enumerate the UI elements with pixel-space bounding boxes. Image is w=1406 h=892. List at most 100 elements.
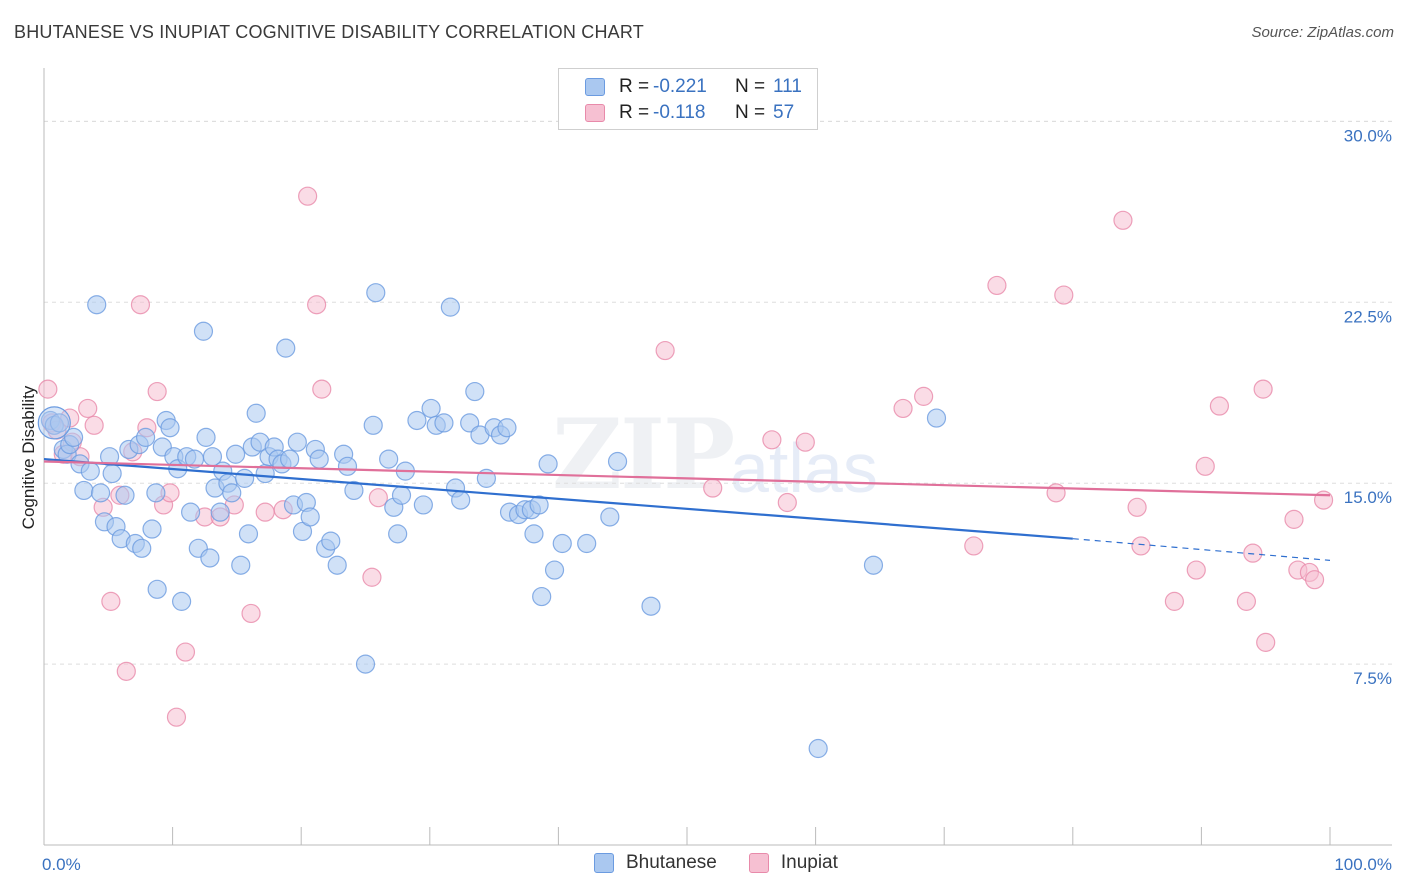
inupiat-point <box>1195 456 1215 476</box>
inupiat-point <box>38 379 58 399</box>
inupiat-point <box>1256 632 1276 652</box>
bhutanese-point <box>391 485 412 505</box>
inupiat-point <box>362 567 382 587</box>
bhutanese-point <box>538 454 558 474</box>
bhutanese-point <box>388 524 408 544</box>
legend-swatch-pink <box>585 104 605 122</box>
bhutanese-point <box>246 403 266 423</box>
inupiat-point <box>1113 210 1133 230</box>
inupiat-point <box>1253 379 1273 399</box>
series-legend-item-inupiat[interactable]: Inupiat <box>748 852 838 874</box>
inupiat-point <box>1186 560 1206 580</box>
legend-r-value: -0.221 <box>653 76 707 97</box>
bhutanese-point <box>142 519 162 539</box>
legend-row-bhutanese: R = -0.221 N = 111 <box>585 75 847 99</box>
bhutanese-point <box>363 415 383 435</box>
bhutanese-point <box>337 456 358 476</box>
inupiat-point <box>130 295 151 315</box>
inupiat-point <box>116 661 136 681</box>
legend-n-label: N = <box>735 76 766 97</box>
bhutanese-point <box>465 381 485 402</box>
bhutanese-point <box>607 451 628 472</box>
legend-swatch-blue <box>585 78 605 96</box>
correlation-legend: R = -0.221 N = 111 R = -0.118 N = 57 <box>558 68 818 130</box>
legend-n-label: N = <box>735 102 766 123</box>
bhutanese-point <box>552 533 572 554</box>
inupiat-point <box>1313 490 1334 510</box>
bhutanese-point <box>147 579 167 599</box>
series-swatch-pink <box>748 853 769 873</box>
inupiat-point <box>84 415 104 435</box>
bhutanese-point <box>87 295 107 315</box>
inupiat-point <box>655 340 675 361</box>
inupiat-point <box>914 386 934 406</box>
bhutanese-point <box>115 485 135 505</box>
bhutanese-point <box>524 524 544 544</box>
bhutanese-point <box>226 444 246 464</box>
bhutanese-point <box>863 555 884 575</box>
bhutanese-point <box>434 413 454 433</box>
bhutanese-point <box>287 432 307 452</box>
x-tick-label: 0.0% <box>42 855 81 874</box>
inupiat-point <box>312 379 332 399</box>
inupiat-point <box>255 502 275 522</box>
bhutanese-trend-line <box>43 457 1073 540</box>
bhutanese-point <box>366 283 386 303</box>
inupiat-point <box>368 488 388 508</box>
bhutanese-point <box>421 398 441 419</box>
bhutanese-point <box>600 507 620 527</box>
bhutanese-point <box>196 427 216 447</box>
bhutanese-point <box>413 495 433 515</box>
legend-row-inupiat: R = -0.118 N = 57 <box>585 101 847 125</box>
inupiat-point <box>795 432 815 452</box>
series-legend: Bhutanese Inupiat <box>594 852 870 874</box>
inupiat-point <box>298 186 318 206</box>
bhutanese-point <box>37 406 71 440</box>
inupiat-point <box>1164 591 1184 611</box>
inupiat-point <box>1131 536 1151 556</box>
inupiat-point <box>777 492 797 513</box>
bhutanese-point <box>80 461 100 481</box>
y-tick-label: 22.5% <box>1344 307 1392 326</box>
bhutanese-point <box>451 490 471 510</box>
series-legend-item-bhutanese[interactable]: Bhutanese <box>594 852 717 874</box>
bhutanese-point <box>172 591 192 611</box>
inupiat-point <box>1304 570 1325 590</box>
bhutanese-point <box>344 480 364 501</box>
bhutanese-point <box>529 495 549 515</box>
bhutanese-point <box>544 560 565 580</box>
y-tick-label: 15.0% <box>1344 488 1392 507</box>
bhutanese-point <box>440 297 460 317</box>
inupiat-point <box>1127 497 1147 517</box>
inupiat-point <box>241 603 261 624</box>
bhutanese-point <box>160 418 180 438</box>
bhutanese-point <box>146 483 166 503</box>
bhutanese-point <box>63 427 84 447</box>
bhutanese-point <box>497 418 517 438</box>
bhutanese-point <box>200 548 220 568</box>
x-tick-label: 100.0% <box>1334 855 1392 874</box>
inupiat-point <box>1284 509 1304 529</box>
inupiat-point <box>147 381 167 402</box>
bhutanese-point <box>135 427 156 447</box>
bhutanese-trend-extension <box>1072 538 1331 561</box>
chart-title: BHUTANESE VS INUPIAT COGNITIVE DISABILIT… <box>14 22 644 42</box>
inupiat-trend-line <box>43 460 1331 497</box>
bhutanese-point <box>231 555 251 575</box>
bhutanese-point <box>193 321 214 341</box>
bhutanese-point <box>132 538 152 558</box>
series-legend-label: Bhutanese <box>626 852 717 873</box>
inupiat-point <box>78 398 98 419</box>
bhutanese-point <box>276 338 296 358</box>
inupiat-point <box>1046 483 1066 503</box>
trend-lines <box>43 457 1331 561</box>
y-axis-title: Cognitive Disability <box>19 385 38 529</box>
bhutanese-point <box>300 507 320 527</box>
bhutanese-point <box>235 468 255 488</box>
inupiat-point <box>1243 543 1263 563</box>
y-tick-label: 7.5% <box>1353 669 1392 688</box>
grid-lines <box>44 120 1392 665</box>
inupiat-point <box>1054 285 1074 305</box>
bhutanese-point <box>210 502 230 522</box>
inupiat-point <box>101 591 121 611</box>
